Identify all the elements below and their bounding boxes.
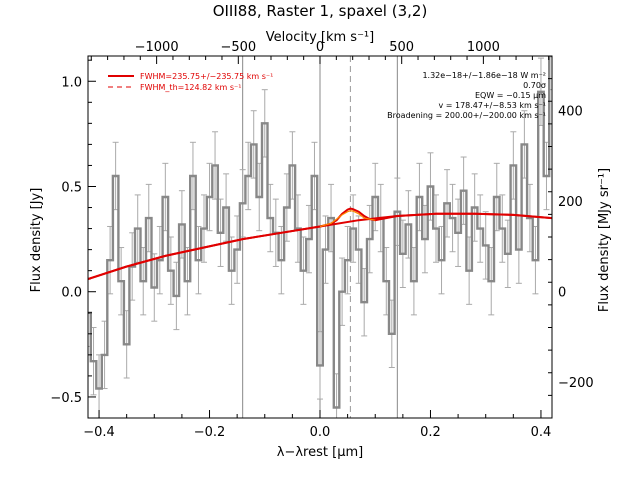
top-tick-label: −1000 — [135, 40, 179, 55]
data-series-line — [88, 56, 552, 409]
legend-label-0: FWHM=235.75+/−235.75 km s⁻¹ — [140, 72, 273, 81]
top-axis-label: Velocity [km s⁻¹] — [266, 30, 374, 45]
right-tick-label: 0 — [558, 285, 566, 300]
plot-area — [88, 56, 552, 418]
top-tick-label: 1000 — [467, 40, 500, 55]
right-axis-label: Flux density [MJy sr⁻¹] — [597, 168, 612, 312]
fit-series-line — [88, 207, 552, 281]
x-tick-label: 0.4 — [531, 425, 552, 440]
top-tick-label: 500 — [389, 40, 414, 55]
top-tick-label: −500 — [220, 40, 256, 55]
axes: −0.4 −0.2 0.0 0.2 0.4 −1000 −500 0 500 1000 −0.5 0.… — [50, 40, 593, 440]
legend-label-1: FWHM_th=124.82 km s⁻¹ — [140, 83, 241, 92]
y-axis-label: Flux density [Jy] — [29, 188, 44, 293]
right-tick-label: 400 — [558, 104, 583, 119]
right-tick-label: −200 — [558, 376, 594, 391]
x-tick-label: −0.4 — [83, 425, 115, 440]
annotation-2: EQW = −0.15 μm — [475, 91, 546, 100]
y-tick-label: 0.0 — [61, 286, 82, 301]
right-tick-label: 200 — [558, 195, 583, 210]
legend: FWHM=235.75+/−235.75 km s⁻¹ FWHM_th=124.8… — [108, 72, 273, 92]
x-tick-label: 0.2 — [420, 425, 441, 440]
chart-title: OIII88, Raster 1, spaxel (3,2) — [213, 2, 428, 20]
x-tick-label: −0.2 — [194, 425, 226, 440]
y-tick-label: 0.5 — [61, 180, 82, 195]
x-axis-label: λ−λrest [μm] — [277, 445, 363, 460]
x-tick-label: 0.0 — [310, 425, 331, 440]
plot-clip-group — [88, 56, 552, 418]
y-tick-label: −0.5 — [50, 391, 82, 406]
fit_th-series-line — [319, 210, 376, 228]
top-tick-label: 0 — [316, 40, 324, 55]
annotation-4: Broadening = 200.00+/−200.00 km s⁻¹ — [387, 111, 546, 120]
annotation-1: 0.70σ — [523, 81, 546, 90]
annotation-3: v = 178.47+/−8.53 km s⁻¹ — [438, 101, 546, 110]
annotation-0: 1.32e−18+/−1.86e−18 W m⁻² — [422, 71, 546, 80]
y-tick-label: 1.0 — [61, 75, 82, 90]
